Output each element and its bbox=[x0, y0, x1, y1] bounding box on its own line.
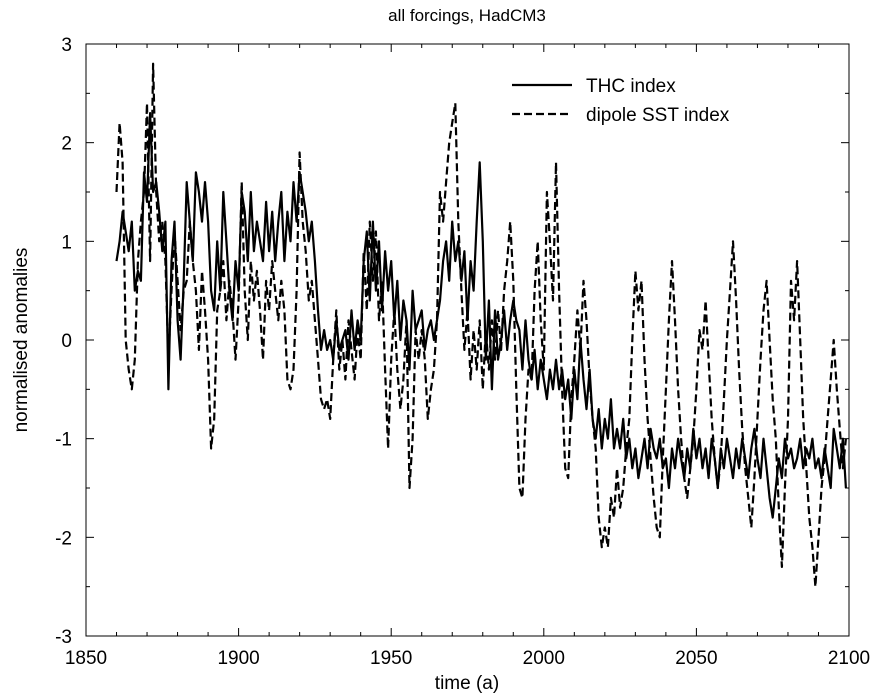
y-tick-label: 1 bbox=[61, 232, 72, 253]
y-tick-label: -2 bbox=[55, 528, 72, 549]
y-tick-label: 0 bbox=[61, 331, 72, 352]
x-tick-label: 2050 bbox=[675, 648, 717, 669]
series-layer bbox=[115, 62, 847, 588]
series-line-thc bbox=[115, 112, 847, 519]
series-line-dipole-sst bbox=[115, 62, 847, 588]
x-tick-label: 1950 bbox=[370, 648, 412, 669]
legend-label: THC index bbox=[586, 76, 676, 97]
x-axis-title: time (a) bbox=[435, 673, 499, 694]
plot-frame bbox=[85, 43, 850, 637]
x-tick-label: 1850 bbox=[65, 648, 107, 669]
y-axis: -3 -2 -1 0 1 2 3 bbox=[55, 35, 849, 648]
y-tick-label: -3 bbox=[55, 627, 72, 648]
chart-title: all forcings, HadCM3 bbox=[388, 6, 546, 25]
y-tick-label: 3 bbox=[61, 35, 72, 56]
y-tick-label: 2 bbox=[61, 134, 72, 155]
x-tick-label: 2000 bbox=[523, 648, 565, 669]
y-tick-label: -1 bbox=[55, 430, 72, 451]
x-axis: 1850 1900 1950 2000 2050 2100 bbox=[65, 44, 870, 669]
legend: THC index dipole SST index bbox=[512, 76, 730, 126]
legend-label: dipole SST index bbox=[586, 105, 730, 126]
x-tick-label: 1900 bbox=[217, 648, 259, 669]
y-axis-title: normalised anomalies bbox=[11, 248, 32, 433]
x-tick-label: 2100 bbox=[828, 648, 870, 669]
